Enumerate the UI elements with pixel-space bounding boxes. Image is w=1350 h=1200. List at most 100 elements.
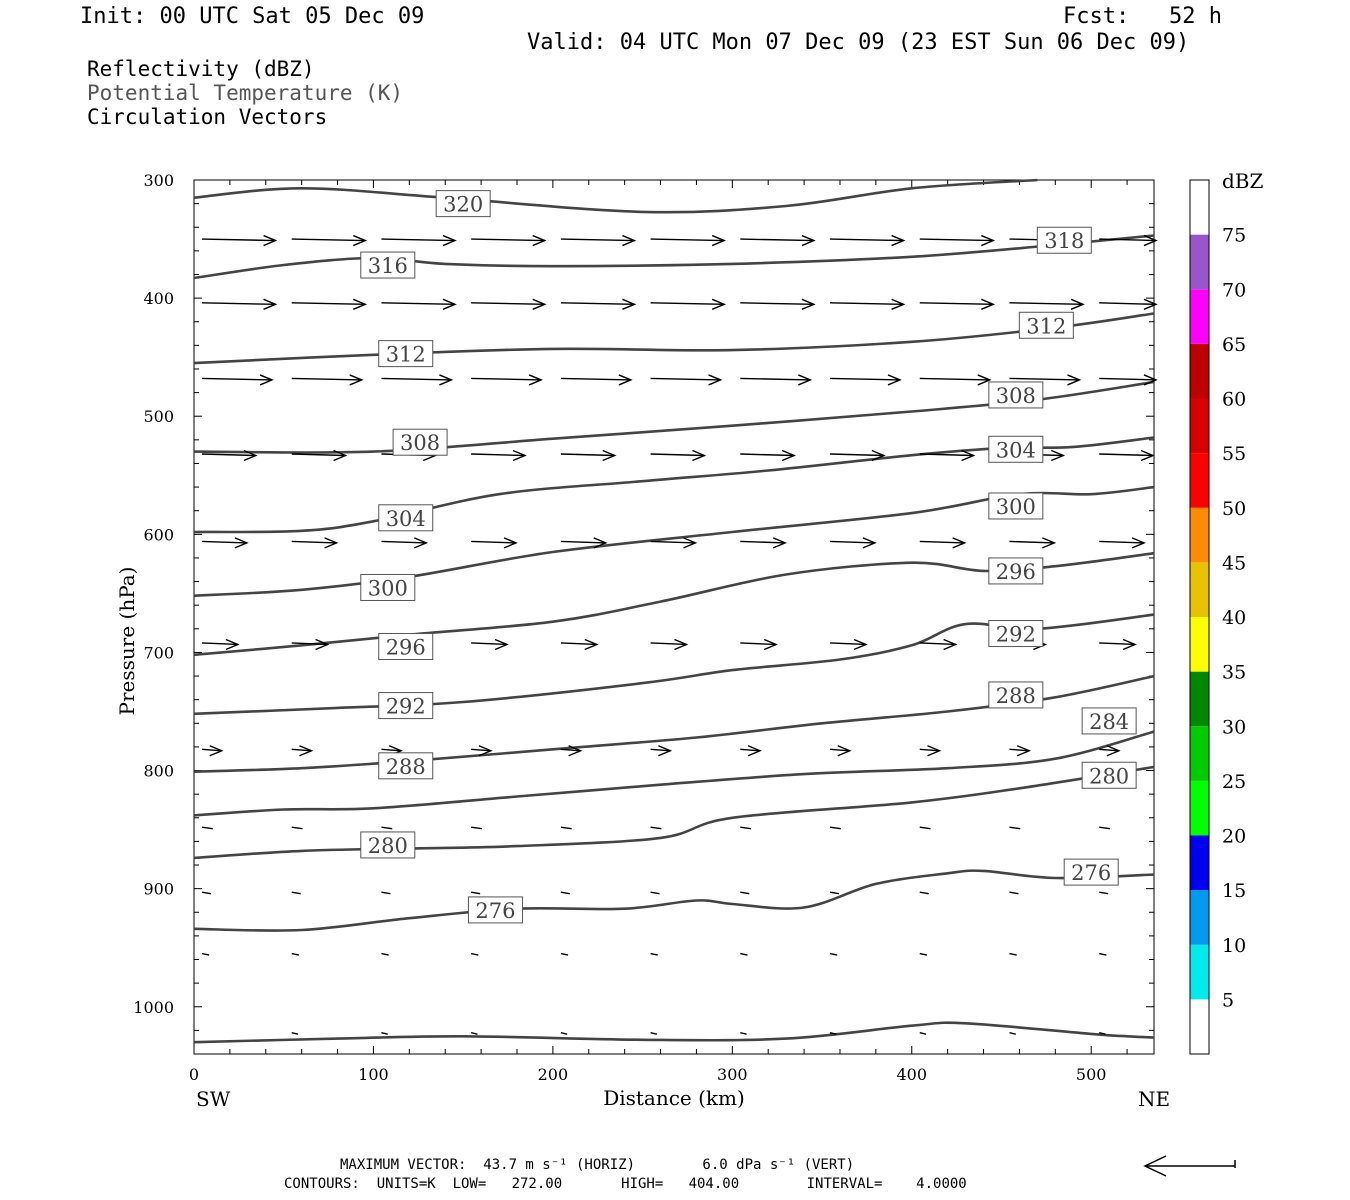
circulation-vector: [740, 377, 811, 381]
contour-label: 288: [996, 684, 1036, 708]
circulation-vector: [201, 891, 212, 895]
circulation-vector: [740, 952, 748, 956]
y-tick-label: 800: [143, 762, 174, 781]
contour-label-box: [988, 620, 1044, 648]
circulation-vector: [381, 891, 391, 895]
circulation-vector: [201, 377, 272, 381]
vector-arrowhead: [977, 374, 992, 386]
circulation-vector: [919, 377, 990, 381]
colorbar-swatch: [1190, 780, 1209, 836]
vector-arrowhead: [891, 234, 906, 247]
colorbar-swatch: [1190, 890, 1209, 945]
vector-arrowhead: [532, 298, 547, 310]
reference-vector-head: [1143, 1155, 1167, 1177]
isentrope-316: [193, 234, 1155, 280]
circulation-vector: [740, 540, 786, 544]
vector-arrowhead: [299, 745, 314, 757]
colorbar-label: 50: [1222, 498, 1246, 520]
vector-arrowhead: [584, 638, 599, 651]
circulation-vector: [650, 302, 725, 306]
vector-arrowhead: [1143, 234, 1158, 247]
circulation-vector: [560, 302, 635, 306]
vector-arrowhead: [315, 638, 330, 651]
vector-arrowhead: [1143, 298, 1158, 310]
circulation-vector: [650, 748, 671, 752]
contour-label: 284: [1089, 710, 1129, 734]
colorbar-swatch: [1190, 999, 1209, 1054]
x-end-label-left: SW: [196, 1087, 231, 1111]
colorbar-label: 5: [1222, 989, 1234, 1011]
colorbar-label: 40: [1222, 607, 1246, 629]
circulation-vector: [381, 748, 402, 752]
vector-arrowhead: [781, 449, 796, 462]
vector-arrowhead: [1016, 745, 1032, 757]
vector-arrowhead: [263, 234, 278, 247]
circulation-vector: [740, 302, 814, 306]
circulation-vector: [201, 642, 238, 646]
circulation-vector: [1099, 748, 1119, 752]
circulation-vector: [381, 302, 456, 306]
circulation-vector: [830, 540, 875, 544]
circulation-vector: [1009, 952, 1017, 956]
vector-arrowhead: [658, 745, 673, 757]
contour-label: 300: [996, 495, 1036, 519]
circulation-vector: [560, 952, 569, 956]
contour-label-box: [1036, 226, 1092, 254]
contour-label: 308: [400, 431, 440, 455]
y-tick-label: 1000: [133, 998, 174, 1017]
circulation-vector: [560, 891, 570, 895]
max-vector-note: MAXIMUM VECTOR: 43.7 m s⁻¹ (HORIZ) 6.0 d…: [340, 1157, 855, 1173]
x-tick-label: 100: [358, 1065, 389, 1084]
colorbar-swatch: [1190, 180, 1209, 235]
field-potential-temperature: Potential Temperature (K): [87, 81, 404, 105]
colorbar-swatch: [1190, 835, 1209, 891]
y-tick-label: 600: [143, 525, 174, 544]
x-tick-label: 200: [538, 1065, 569, 1084]
colorbar-label: 20: [1222, 826, 1246, 848]
circulation-vector: [471, 453, 526, 457]
circulation-vector: [829, 748, 850, 752]
vector-arrowhead: [324, 537, 339, 549]
circulation-vector: [291, 453, 346, 457]
circulation-vector: [1009, 891, 1019, 895]
vector-arrowhead: [981, 234, 996, 247]
circulation-vector: [1009, 826, 1021, 830]
x-axis-title: Distance (km): [603, 1086, 745, 1110]
vector-arrowhead: [622, 234, 637, 247]
colorbar-label: 60: [1222, 389, 1246, 411]
contour-label: 304: [386, 507, 426, 531]
contour-label-box: [988, 557, 1044, 585]
contour-label: 304: [996, 438, 1036, 462]
contour-label-box: [360, 251, 416, 279]
y-tick-label: 500: [143, 407, 174, 426]
circulation-vector: [291, 826, 303, 830]
circulation-vector: [381, 238, 456, 242]
circulation-vector: [1099, 642, 1136, 646]
vector-arrowhead: [871, 449, 886, 462]
circulation-vector: [201, 748, 222, 752]
plot-frame: [193, 179, 1155, 1055]
colorbar-swatch: [1190, 453, 1209, 508]
contour-label-box: [988, 681, 1044, 709]
vector-arrowhead: [349, 374, 364, 386]
vector-arrowhead: [225, 638, 240, 651]
circulation-vector: [291, 1032, 299, 1035]
contour-label: 276: [1071, 861, 1111, 885]
circulation-vector: [471, 952, 479, 956]
circulation-vector: [740, 642, 777, 646]
colorbar-swatch: [1190, 726, 1209, 781]
circulation-vector: [1009, 748, 1030, 752]
y-tick-label: 700: [143, 643, 174, 662]
colorbar-label: 55: [1222, 443, 1246, 465]
circulation-vector: [1099, 302, 1157, 306]
contour-label-box: [988, 435, 1044, 463]
vector-arrowhead: [1106, 745, 1121, 757]
vector-arrowhead: [853, 638, 868, 651]
vector-arrowhead: [263, 298, 278, 310]
circulation-vector: [291, 302, 366, 306]
circulation-vector: [560, 748, 581, 752]
contour-label-box: [467, 896, 523, 924]
circulation-vector: [470, 1032, 478, 1035]
contour-label: 300: [368, 576, 408, 600]
colorbar-label: 65: [1222, 334, 1246, 356]
